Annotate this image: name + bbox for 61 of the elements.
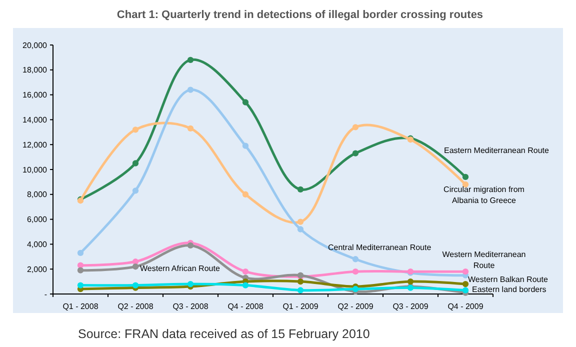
x-tick-label: Q3 - 2008 bbox=[172, 302, 209, 311]
series-label: Central Mediterranean Route bbox=[328, 243, 432, 252]
point bbox=[462, 287, 469, 294]
x-tick-label: Q1 - 2008 bbox=[62, 302, 99, 311]
point bbox=[77, 250, 84, 256]
y-tick-label: 12,000 bbox=[22, 140, 48, 150]
point bbox=[187, 242, 194, 249]
y-tick-label: 6,000 bbox=[26, 215, 48, 224]
point bbox=[132, 160, 139, 166]
y-tick-label: 8,000 bbox=[26, 190, 48, 200]
point bbox=[132, 126, 139, 133]
x-tick-label: Q4 - 2008 bbox=[228, 302, 264, 311]
series-label: Western Mediterranean Route bbox=[442, 250, 526, 270]
point bbox=[187, 280, 194, 288]
point bbox=[242, 191, 249, 198]
point bbox=[352, 268, 359, 275]
y-tick-label: - bbox=[44, 290, 48, 299]
point bbox=[352, 150, 359, 156]
point bbox=[352, 286, 359, 292]
point bbox=[132, 188, 139, 194]
series-label: Western Balkan Route bbox=[468, 275, 548, 284]
x-tick-label: Q2 - 2008 bbox=[118, 302, 154, 311]
x-tick-label: Q1 - 2009 bbox=[282, 302, 319, 311]
point bbox=[242, 268, 249, 275]
series-label: Eastern land borders bbox=[472, 285, 546, 294]
point bbox=[77, 267, 84, 274]
source-note: Source: FRAN data received as of 15 February 2010 bbox=[78, 327, 370, 341]
y-tick-label: 4,000 bbox=[26, 240, 48, 249]
point bbox=[297, 186, 304, 193]
point bbox=[462, 280, 469, 288]
point bbox=[132, 264, 139, 270]
y-tick-label: 20,000 bbox=[22, 40, 48, 50]
x-tick-label: Q2 - 2009 bbox=[338, 302, 374, 311]
y-tick-label: 10,000 bbox=[22, 165, 48, 174]
point bbox=[297, 287, 304, 294]
point bbox=[242, 282, 249, 288]
point bbox=[77, 282, 84, 288]
point bbox=[132, 282, 139, 288]
point bbox=[187, 86, 194, 93]
series-label: Eastern Mediterranean Route bbox=[444, 146, 550, 155]
point bbox=[352, 124, 359, 130]
x-tick-label: Q4 - 2009 bbox=[448, 302, 484, 311]
point bbox=[187, 125, 194, 132]
y-tick-label: 2,000 bbox=[26, 264, 48, 274]
point bbox=[462, 268, 469, 275]
point bbox=[407, 278, 414, 285]
point bbox=[297, 278, 304, 285]
y-tick-label: 16,000 bbox=[22, 90, 48, 100]
series-label: Western African Route bbox=[140, 264, 220, 273]
point bbox=[352, 256, 359, 262]
y-tick-label: 18,000 bbox=[22, 66, 48, 75]
x-tick-label: Q3 - 2009 bbox=[392, 302, 429, 311]
point bbox=[462, 174, 469, 180]
y-tick-label: 14,000 bbox=[22, 116, 48, 124]
point bbox=[297, 226, 304, 232]
chart-title: Chart 1: Quarterly trend in detections of illegal border crossing routes bbox=[116, 9, 484, 21]
point bbox=[242, 99, 249, 106]
series-label: Circular migration from Albania to Greece bbox=[444, 185, 525, 205]
point bbox=[297, 218, 304, 225]
point bbox=[187, 56, 194, 64]
point bbox=[242, 142, 249, 149]
